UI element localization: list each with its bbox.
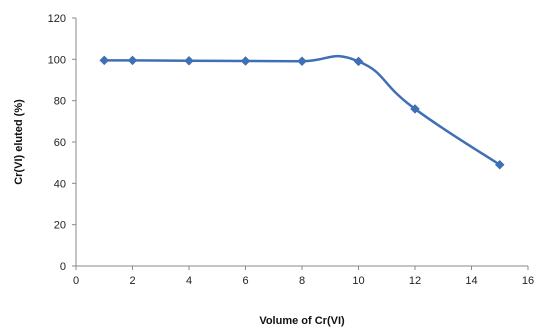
x-tick-label: 10 <box>352 275 364 287</box>
x-ticks: 0 2 4 6 8 10 12 14 16 <box>73 266 534 287</box>
x-tick-label: 6 <box>242 275 248 287</box>
data-point-marker <box>184 55 194 66</box>
data-point-marker <box>99 55 110 66</box>
y-tick-label: 20 <box>54 220 66 232</box>
x-tick-label: 4 <box>186 275 192 287</box>
y-tick-label: 80 <box>54 96 66 108</box>
y-axis-title: Cr(VI) eluted (%) <box>13 99 25 185</box>
y-tick-label: 120 <box>48 13 66 25</box>
series-layer <box>99 54 505 170</box>
axes <box>75 18 528 267</box>
x-tick-label: 2 <box>129 275 135 287</box>
x-tick-label: 14 <box>465 275 477 287</box>
data-point-marker <box>297 56 307 67</box>
x-tick-label: 8 <box>299 275 305 287</box>
y-tick-label: 0 <box>60 261 66 273</box>
y-tick-label: 40 <box>54 178 66 190</box>
y-tick-label: 100 <box>48 54 66 66</box>
data-point-marker <box>127 55 138 66</box>
y-tick-label: 60 <box>54 137 66 149</box>
y-ticks: 0 20 40 60 80 100 120 <box>48 13 76 273</box>
data-point-marker <box>494 159 505 170</box>
x-tick-label: 16 <box>522 275 534 287</box>
x-tick-label: 12 <box>409 275 421 287</box>
series-line <box>103 54 501 166</box>
x-tick-label: 0 <box>73 275 79 287</box>
data-point-marker <box>410 104 420 114</box>
data-point-marker <box>240 56 251 66</box>
data-point-marker <box>353 56 364 67</box>
x-axis-title: Volume of Cr(VI) <box>259 315 345 327</box>
